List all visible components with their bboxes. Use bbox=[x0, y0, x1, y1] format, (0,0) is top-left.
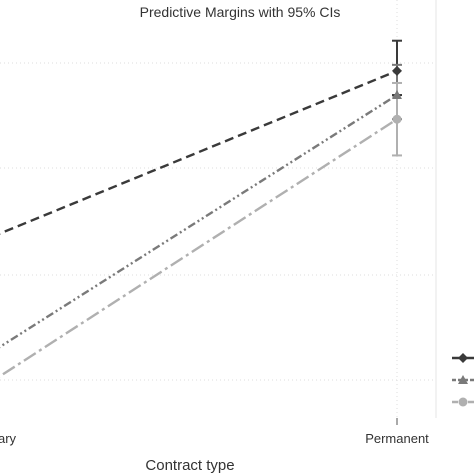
chart-title: Predictive Margins with 95% CIs bbox=[140, 4, 341, 20]
markers bbox=[392, 65, 402, 124]
legend bbox=[452, 353, 474, 407]
series-line-2 bbox=[0, 118, 398, 378]
legend-marker-0 bbox=[458, 353, 468, 363]
x-axis-label: Contract type bbox=[145, 457, 234, 474]
legend-marker-2 bbox=[458, 397, 468, 407]
marker-1-1 bbox=[392, 90, 402, 100]
x-tick-label-0: ary bbox=[0, 431, 17, 446]
legend-marker-1 bbox=[458, 375, 468, 384]
series-line-0 bbox=[0, 69, 398, 235]
marker-2-1 bbox=[392, 114, 402, 124]
x-tick-label-1: Permanent bbox=[365, 431, 429, 446]
series-line-1 bbox=[0, 94, 398, 349]
gridlines bbox=[0, 0, 436, 418]
series-lines bbox=[0, 69, 398, 378]
marker-0-1 bbox=[392, 65, 402, 76]
